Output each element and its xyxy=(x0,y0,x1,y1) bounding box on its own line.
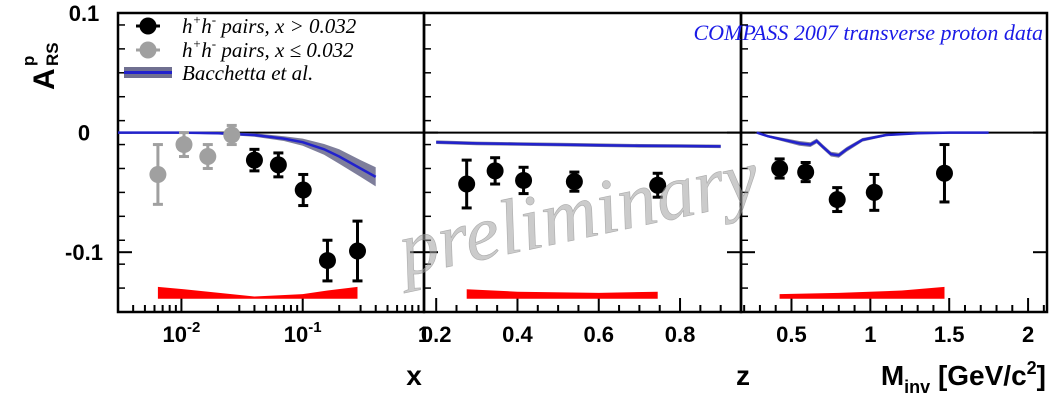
legend-text: h+h- pairs, x > 0.032 xyxy=(182,12,357,38)
model-curve xyxy=(756,131,989,157)
x-tick-label: 2 xyxy=(1022,322,1034,347)
x-tick-label-base: 0.4 xyxy=(502,322,533,347)
data-point xyxy=(771,159,789,177)
data-point xyxy=(223,126,241,144)
x-tick-label: 0.4 xyxy=(502,322,533,347)
series xyxy=(245,147,367,283)
series xyxy=(771,143,953,214)
x-tick-label: 1 xyxy=(864,322,876,347)
legend-text-sup: - xyxy=(212,12,216,27)
legend-text-part: pairs, x ≤ 0.032 xyxy=(216,38,354,62)
x-tick-label-base: 10 xyxy=(163,322,187,347)
x-tick-label-base: 1 xyxy=(418,322,430,347)
data-point xyxy=(486,162,504,180)
systematic-band xyxy=(466,289,658,299)
y-axis-label-sub: RS xyxy=(43,42,62,66)
legend-text-sup: + xyxy=(193,12,202,27)
legend-text-part: h xyxy=(201,14,212,38)
x-tick-label: 10-2 xyxy=(163,319,201,347)
legend-text-sup: - xyxy=(212,36,216,51)
data-point xyxy=(515,171,533,189)
data-point xyxy=(245,151,263,169)
x-tick-label: 0.8 xyxy=(665,322,696,347)
y-axis-label-sup: p xyxy=(19,56,38,66)
x-axis-label-panel-2: z xyxy=(736,360,750,391)
data-point xyxy=(349,242,367,260)
data-point xyxy=(149,165,167,183)
x-tick-label-exp: -2 xyxy=(187,319,200,336)
x-tick-label-base: 2 xyxy=(1022,322,1034,347)
data-point xyxy=(797,163,815,181)
data-point xyxy=(318,252,336,270)
x-axis-label-rest: [GeV/c xyxy=(930,360,1026,391)
data-point xyxy=(935,164,953,182)
x-axis-label-panel-3: Minv [GeV/c2] xyxy=(881,358,1046,396)
model-curve xyxy=(436,140,721,148)
x-tick-label-base: 0.6 xyxy=(583,322,614,347)
x-axis-label-end: ] xyxy=(1037,360,1046,391)
panel-2: 0.2 0.4 0.6 0.8 xyxy=(421,11,743,347)
x-tick-label: 0.2 xyxy=(421,322,452,347)
y-tick-label: 0 xyxy=(78,121,90,146)
x-tick-label-base: 1 xyxy=(864,322,876,347)
legend-text: h+h- pairs, x ≤ 0.032 xyxy=(182,36,354,62)
preliminary-watermark: preliminary xyxy=(386,131,767,293)
systematic-band xyxy=(779,286,945,299)
data-point xyxy=(199,148,217,166)
legend-marker-gray xyxy=(139,41,157,59)
x-tick-label: 0.5 xyxy=(776,322,807,347)
x-axis-label-sub: inv xyxy=(904,377,930,396)
data-point xyxy=(294,181,312,199)
x-tick-label: 1.5 xyxy=(934,322,965,347)
data-point xyxy=(649,176,667,194)
legend-text-part: pairs, x > 0.032 xyxy=(216,14,357,38)
panel-3: 0.5 1 1.5 2 xyxy=(739,11,1049,347)
y-tick-label: -0.1 xyxy=(65,240,103,265)
legend-text-part: h xyxy=(201,38,212,62)
legend-text-part: h xyxy=(182,38,193,62)
legend-marker-black xyxy=(139,17,157,35)
data-point xyxy=(269,156,287,174)
data-point xyxy=(565,173,583,191)
x-axis-label-panel-1: x xyxy=(406,360,422,391)
series xyxy=(458,156,667,210)
x-axis-label-sup: 2 xyxy=(1027,358,1037,378)
x-tick-label-base: 1.5 xyxy=(934,322,965,347)
x-tick-label: 1 xyxy=(418,322,430,347)
model-curve xyxy=(118,131,377,178)
x-tick-label-base: 10 xyxy=(284,322,308,347)
model-band xyxy=(756,132,989,158)
x-tick-label: 10-1 xyxy=(284,319,322,347)
y-axis-label: A p RS xyxy=(19,42,62,90)
series xyxy=(149,123,241,206)
plot-panels: 10-2 10-1 10.2 0.4 0.6 0.8 0.5 1 1.5 2 xyxy=(116,11,1049,347)
legend-text: Bacchetta et al. xyxy=(182,61,313,85)
y-tick-label: 0.1 xyxy=(69,1,100,26)
y-axis-label-main: A xyxy=(28,68,61,90)
y-tick-labels: 0.1 0 -0.1 xyxy=(65,1,103,265)
x-tick-label-base: 0.5 xyxy=(776,322,807,347)
x-axis-label-main: M xyxy=(881,360,904,391)
experiment-label: COMPASS 2007 transverse proton data xyxy=(693,20,1043,45)
data-point xyxy=(175,136,193,154)
x-tick-label-base: 0.8 xyxy=(665,322,696,347)
x-axis-labels: x z Minv [GeV/c2] xyxy=(406,358,1046,396)
x-tick-label-exp: -1 xyxy=(308,319,321,336)
x-tick-label-base: 0.2 xyxy=(421,322,452,347)
data-point xyxy=(828,191,846,209)
legend-text-part: h xyxy=(182,14,193,38)
data-point xyxy=(458,175,476,193)
x-tick-label: 0.6 xyxy=(583,322,614,347)
panel-frame xyxy=(739,11,1049,314)
data-point xyxy=(865,183,883,201)
systematic-band xyxy=(157,286,358,299)
legend-text-sup: + xyxy=(193,36,202,51)
panel-1: 10-2 10-1 1 xyxy=(116,11,430,347)
